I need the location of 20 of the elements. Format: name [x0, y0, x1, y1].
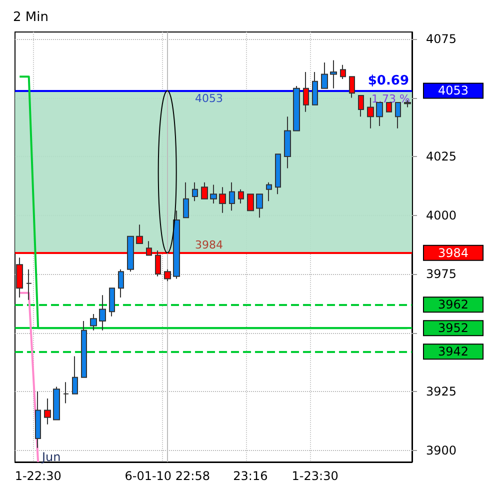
chart-title: 2 Min	[13, 10, 48, 25]
ref-line-label: 3942	[438, 344, 469, 359]
x-tick-label: 1-22:30	[14, 469, 62, 483]
y-tick-label: 4000	[426, 208, 457, 222]
x-tick-label: 6-01-10 22:58	[124, 469, 210, 483]
y-tick-label: 4075	[426, 32, 457, 46]
ref-line-label: 3984	[438, 246, 469, 260]
x-tick-label: 1-23:30	[292, 469, 338, 483]
x-tick-label: 23:16	[233, 469, 268, 483]
annotation: 3984	[195, 238, 223, 252]
ref-line-label: 3962	[438, 298, 469, 312]
y-tick-label: 3925	[426, 384, 457, 399]
annotation: Jun	[41, 450, 61, 464]
y-tick-label: 3900	[426, 443, 457, 458]
annotation: $0.69	[368, 74, 409, 88]
ref-line-label: 4053	[438, 84, 469, 98]
ref-line-label: 3952	[438, 321, 469, 336]
y-tick-label: 3975	[426, 267, 457, 282]
annotation: 4053	[195, 92, 223, 106]
y-tick-label: 4025	[426, 150, 457, 164]
